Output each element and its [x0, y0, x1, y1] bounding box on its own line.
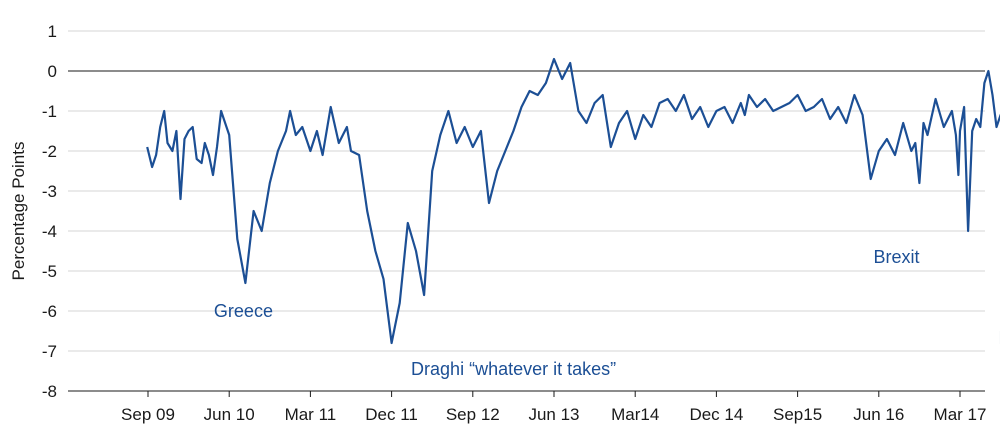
y-tick-label: -5 — [42, 262, 57, 281]
annotation-label: Election — [999, 328, 1000, 348]
gridlines — [68, 30, 985, 352]
y-tick-label: 0 — [48, 62, 57, 81]
x-tick-label: Sep 09 — [121, 405, 175, 424]
x-tick-label: Dec 14 — [689, 405, 743, 424]
y-tick-label: -4 — [42, 222, 57, 241]
y-tick-label: -1 — [42, 102, 57, 121]
y-tick-label: -6 — [42, 302, 57, 321]
x-tick-label: Mar 17 — [934, 405, 987, 424]
y-axis-title: Percentage Points — [9, 142, 28, 281]
series-line — [146, 57, 1000, 345]
y-tick-labels: 1 0 -1 -2 -3 -4 -5 -6 -7 -8 — [42, 22, 57, 401]
annotation-label: Draghi “whatever it takes” — [411, 359, 616, 379]
y-tick-label: -2 — [42, 142, 57, 161]
annotation-label: Greece — [214, 301, 273, 321]
x-tick-label: Mar 11 — [285, 405, 337, 424]
x-tick-label: Sep 12 — [446, 405, 500, 424]
y-tick-label: 1 — [48, 22, 57, 41]
y-tick-label: -7 — [42, 342, 57, 361]
x-axis — [68, 390, 985, 397]
y-tick-label: -8 — [42, 382, 57, 401]
x-tick-label: Mar14 — [611, 405, 659, 424]
y-tick-label: -3 — [42, 182, 57, 201]
x-tick-label: Sep15 — [773, 405, 822, 424]
x-tick-label: Jun 13 — [528, 405, 579, 424]
x-tick-labels: Sep 09 Jun 10 Mar 11 Dec 11 Sep 12 Jun 13 Mar1… — [121, 405, 986, 424]
x-tick-label: Jun 10 — [204, 405, 255, 424]
series-layer — [146, 57, 1000, 345]
annotation-label: Brexit — [874, 247, 920, 267]
x-tick-label: Jun 16 — [853, 405, 904, 424]
x-tick-label: Dec 11 — [365, 405, 418, 424]
